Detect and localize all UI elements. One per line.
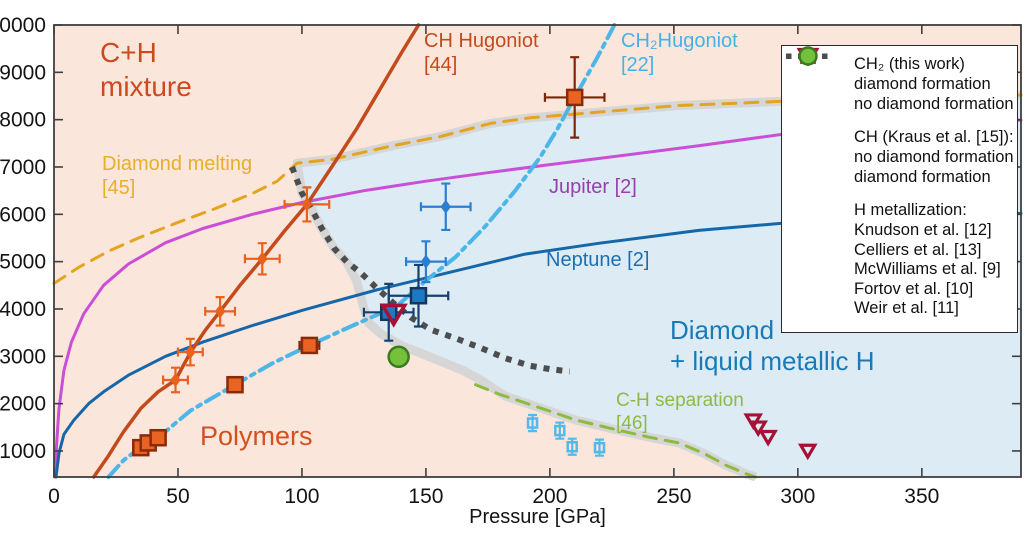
legend-item: McWilliams et al. [9] [782, 53, 1017, 280]
legend-title-text: H metallization: [854, 201, 967, 219]
series-ch2-no-diamond [132, 56, 606, 457]
series-kraus-no-diamond [161, 186, 331, 394]
y-tick-label: 4000 [0, 298, 46, 321]
y-tick-label: 1000 [0, 440, 46, 463]
series-knudson [743, 413, 818, 461]
axes: 0 50 100 150 200 250 300 350 1000 2000 3000 4000 500… [0, 14, 1022, 508]
series-celliers [526, 413, 606, 457]
legend-item-label: Celliers et al. [13] [854, 240, 982, 259]
legend-item-label: McWilliams et al. [9] [854, 260, 1001, 279]
x-tick-label: 100 [284, 485, 319, 508]
x-tick-label: 300 [780, 485, 815, 508]
y-tick-label: 7000 [0, 156, 46, 179]
x-tick-label: 0 [48, 485, 60, 508]
legend-item-label: Knudson et al. [12] [854, 221, 992, 240]
x-tick-label: 50 [166, 485, 189, 508]
legend-item: diamond formation [782, 49, 1017, 188]
x-tick-label: 200 [532, 485, 567, 508]
legend-item: no diamond formation [782, 48, 1017, 115]
legend-section-title: H metallization: [782, 200, 1017, 221]
legend-item: no diamond formation [782, 49, 1017, 168]
x-tick-label: 350 [904, 485, 939, 508]
series-fortov [379, 303, 408, 328]
legend-section-title: CH (Kraus et al. [15]): [782, 127, 1017, 148]
x-tick-label: 250 [656, 485, 691, 508]
legend-gap [782, 114, 1017, 127]
legend-section-title: CH₂ (this work) [782, 54, 1017, 75]
legend-item: diamond formation [782, 48, 1017, 95]
legend-marker-circle-icon [798, 46, 818, 66]
curve-jupiter [53, 118, 1023, 479]
curve-diamond-melting [52, 93, 1023, 285]
legend-item: Knudson et al. [12] [782, 50, 1017, 241]
curve-ch-hugoniot [91, 23, 421, 479]
curve-neptune [54, 211, 1023, 479]
y-tick-label: 10000 [0, 14, 46, 37]
y-tick-label: 2000 [0, 393, 46, 416]
legend-item-label: diamond formation [854, 75, 991, 94]
y-tick-label: 6000 [0, 203, 46, 226]
x-tick-label: 150 [408, 485, 443, 508]
y-tick-label: 8000 [0, 109, 46, 132]
legend-box: CH₂ (this work) diamond formation no diamo… [781, 45, 1018, 333]
legend-item-label: no diamond formation [854, 148, 1014, 167]
series-weir [387, 345, 410, 369]
y-tick-label: 3000 [0, 345, 46, 368]
legend-item-label: Weir et al. [11] [854, 299, 959, 318]
legend-item-label: no diamond formation [854, 94, 1014, 113]
legend-title-text: CH₂ (this work) [854, 55, 965, 73]
series-kraus-diamond [404, 182, 472, 284]
legend-item-label: Fortov et al. [10] [854, 279, 974, 298]
legend-title-text: CH (Kraus et al. [15]): [854, 128, 1014, 146]
legend-item: Fortov et al. [10] [782, 47, 1017, 300]
legend-item-label: diamond formation [854, 167, 991, 186]
y-tick-label: 9000 [0, 61, 46, 84]
y-tick-label: 5000 [0, 251, 46, 274]
legend-item: Weir et al. [11] [782, 46, 1017, 319]
legend-gap [782, 187, 1017, 200]
plot-border [53, 24, 1022, 478]
curve-mcwilliams [289, 165, 571, 375]
legend-item: Celliers et al. [13] [782, 50, 1017, 261]
curve-ch-separation [474, 383, 758, 479]
